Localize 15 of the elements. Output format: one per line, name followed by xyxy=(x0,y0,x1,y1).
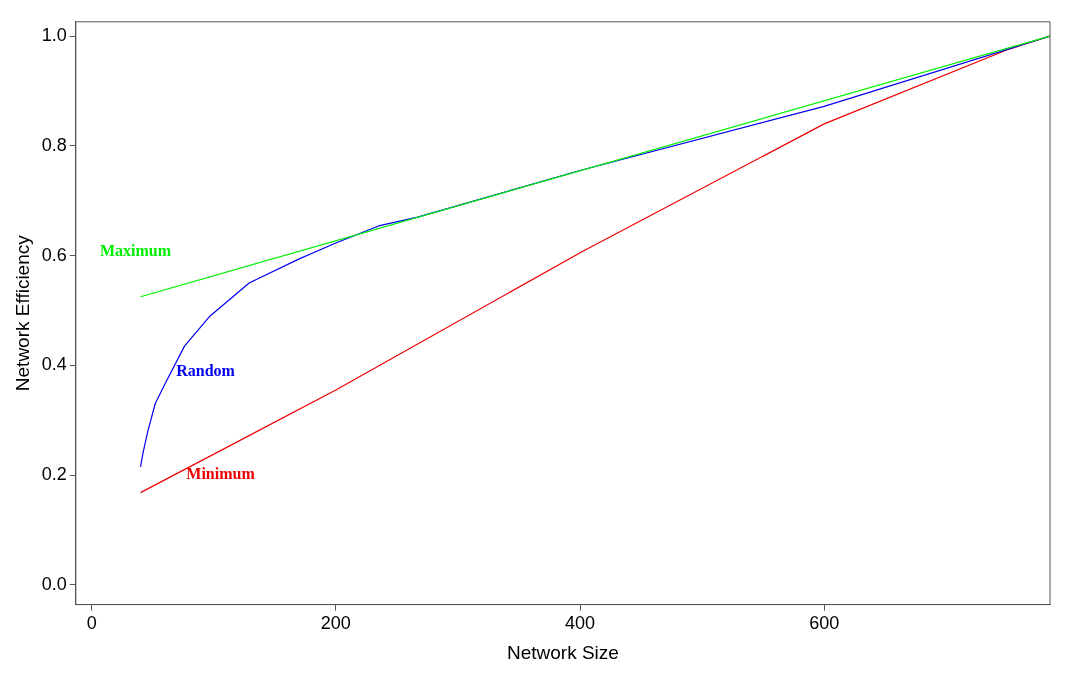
series-label: Maximum xyxy=(99,241,172,259)
y-tick-label: 0.6 xyxy=(41,244,67,265)
y-tick-label: 0.8 xyxy=(41,134,67,155)
x-tick-label: 200 xyxy=(320,613,351,634)
y-tick-label: 0.4 xyxy=(41,354,67,375)
x-tick-label: 0 xyxy=(86,613,97,634)
series-label: Minimum xyxy=(186,464,256,482)
series-label: Random xyxy=(176,362,236,379)
x-axis-title: Network Size xyxy=(506,641,619,663)
y-tick-label: 1.0 xyxy=(41,25,67,46)
y-tick-label: 0.2 xyxy=(41,464,67,485)
x-tick-label: 600 xyxy=(809,613,840,634)
y-axis-title: Network Efficiency xyxy=(11,234,33,392)
y-tick-label: 0.0 xyxy=(41,573,67,594)
x-tick-label: 400 xyxy=(564,613,596,634)
